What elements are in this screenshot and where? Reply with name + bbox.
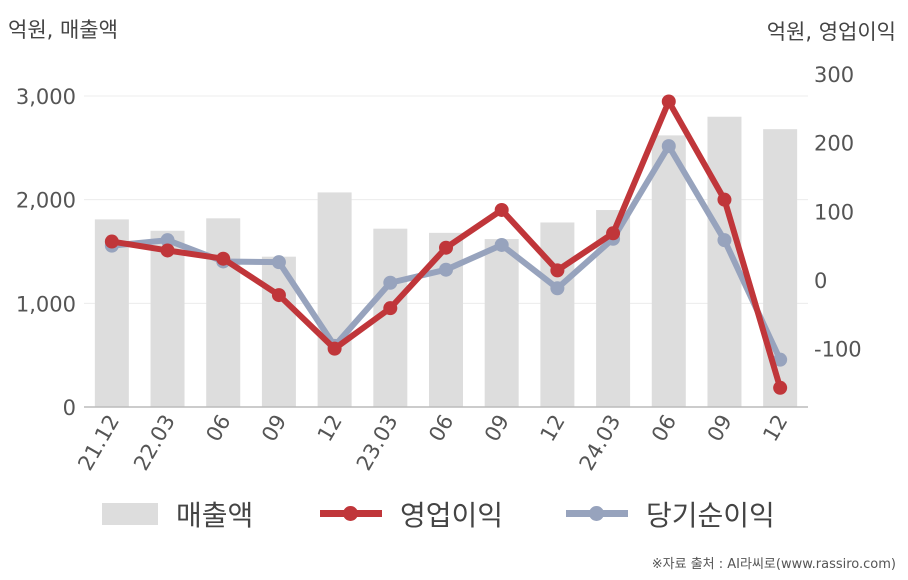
legend-label-operating-profit: 영업이익 [400, 499, 504, 532]
point-operating-profit [773, 380, 788, 395]
point-operating-profit [104, 234, 119, 249]
point-net-income [439, 262, 453, 277]
x-axis-tick-label: 23.03 [352, 411, 403, 475]
source-note: ※자료 출처 : AI라씨로(www.rassiro.com) [651, 557, 896, 572]
point-operating-profit [383, 301, 398, 316]
legend-item-operating-profit: 영업이익 [320, 494, 503, 534]
legend-swatch-revenue [102, 503, 158, 525]
point-operating-profit [717, 192, 732, 207]
left-axis-tick-label: 1,000 [16, 292, 76, 316]
point-operating-profit [160, 243, 175, 258]
x-axis-tick-label: 06 [647, 411, 681, 446]
point-operating-profit [439, 240, 453, 255]
right-axis-tick-label: 300 [814, 63, 854, 87]
x-axis-tick-label: 12 [758, 411, 792, 446]
legend-swatch-net-income [566, 503, 628, 525]
bar-revenue [540, 222, 575, 407]
bar-revenue [651, 135, 686, 408]
point-operating-profit [606, 226, 621, 241]
right-axis-unit-label: 억원, 영업이익 [766, 20, 896, 44]
right-axis-tick-label: 0 [814, 269, 827, 293]
left-axis-tick-label: 3,000 [16, 85, 76, 109]
x-axis-tick-label: 24.03 [575, 411, 626, 475]
left-axis-tick-label: 2,000 [16, 189, 76, 213]
right-axis-tick-label: -100 [814, 338, 862, 362]
bar-revenue [150, 230, 185, 407]
x-axis-tick-label: 22.03 [129, 411, 180, 475]
point-operating-profit [271, 288, 286, 303]
left-axis-tick-label: 0 [63, 396, 76, 420]
point-operating-profit [216, 251, 231, 266]
left-axis-unit-label: 억원, 매출액 [8, 18, 118, 42]
point-net-income [661, 139, 676, 154]
point-net-income [383, 275, 398, 290]
x-axis-tick-label: 09 [703, 411, 737, 446]
x-axis-tick-label: 12 [536, 411, 570, 446]
x-axis-tick-label: 06 [424, 411, 458, 446]
point-net-income [160, 233, 175, 248]
point-net-income [717, 233, 732, 248]
point-operating-profit [494, 202, 509, 217]
legend-item-net-income: 당기순이익 [566, 494, 775, 534]
bar-revenue [317, 192, 352, 407]
x-axis-tick-label: 12 [313, 411, 347, 446]
point-net-income [271, 255, 286, 270]
point-operating-profit [550, 263, 565, 278]
legend-label-net-income: 당기순이익 [646, 499, 775, 532]
x-axis-tick-label: 21.12 [73, 411, 124, 475]
point-net-income [773, 352, 788, 367]
point-net-income [550, 281, 565, 296]
bar-revenue [484, 239, 519, 407]
right-axis-tick-label: 100 [814, 200, 854, 224]
legend-label-revenue: 매출액 [176, 499, 254, 532]
x-axis-tick-label: 06 [201, 411, 235, 446]
point-operating-profit [661, 94, 676, 109]
x-axis-tick-label: 09 [257, 411, 291, 446]
point-net-income [494, 237, 509, 252]
x-axis-tick-label: 09 [480, 411, 514, 446]
bar-revenue [206, 218, 241, 407]
point-operating-profit [327, 341, 342, 356]
legend-item-revenue: 매출액 [102, 494, 253, 534]
legend-swatch-operating-profit [320, 503, 382, 525]
right-axis-tick-label: 200 [814, 132, 854, 156]
